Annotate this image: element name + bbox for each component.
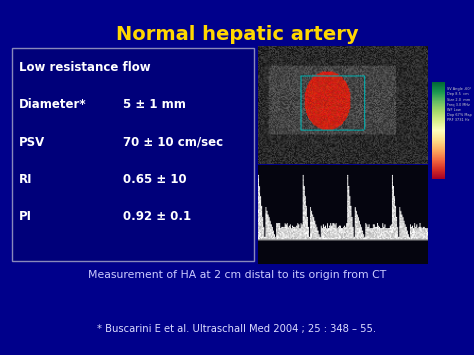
Text: * Buscarini E et al. Ultraschall Med 2004 ; 25 : 348 – 55.: * Buscarini E et al. Ultraschall Med 200… bbox=[98, 324, 376, 334]
Text: PI: PI bbox=[19, 210, 32, 223]
Text: SV Angle -60°
Dep 8.5  cm
Size 2.0  mm
Freq 3.0 MHz
WF Low
Dop 67% Map
PRF 3731 : SV Angle -60° Dep 8.5 cm Size 2.0 mm Fre… bbox=[447, 87, 472, 122]
Text: Measurement of HA at 2 cm distal to its origin from CT: Measurement of HA at 2 cm distal to its … bbox=[88, 270, 386, 280]
Text: RI: RI bbox=[19, 173, 32, 186]
Text: Normal hepatic artery: Normal hepatic artery bbox=[116, 25, 358, 44]
Text: 0.65 ± 10: 0.65 ± 10 bbox=[123, 173, 187, 186]
Text: Low resistance flow: Low resistance flow bbox=[19, 61, 151, 74]
Text: 70 ± 10 cm/sec: 70 ± 10 cm/sec bbox=[123, 136, 223, 148]
FancyBboxPatch shape bbox=[12, 48, 254, 261]
Text: 5 ± 1 mm: 5 ± 1 mm bbox=[123, 98, 186, 111]
Text: 0.92 ± 0.1: 0.92 ± 0.1 bbox=[123, 210, 191, 223]
Text: Diameter*: Diameter* bbox=[19, 98, 87, 111]
Text: PSV: PSV bbox=[19, 136, 45, 148]
